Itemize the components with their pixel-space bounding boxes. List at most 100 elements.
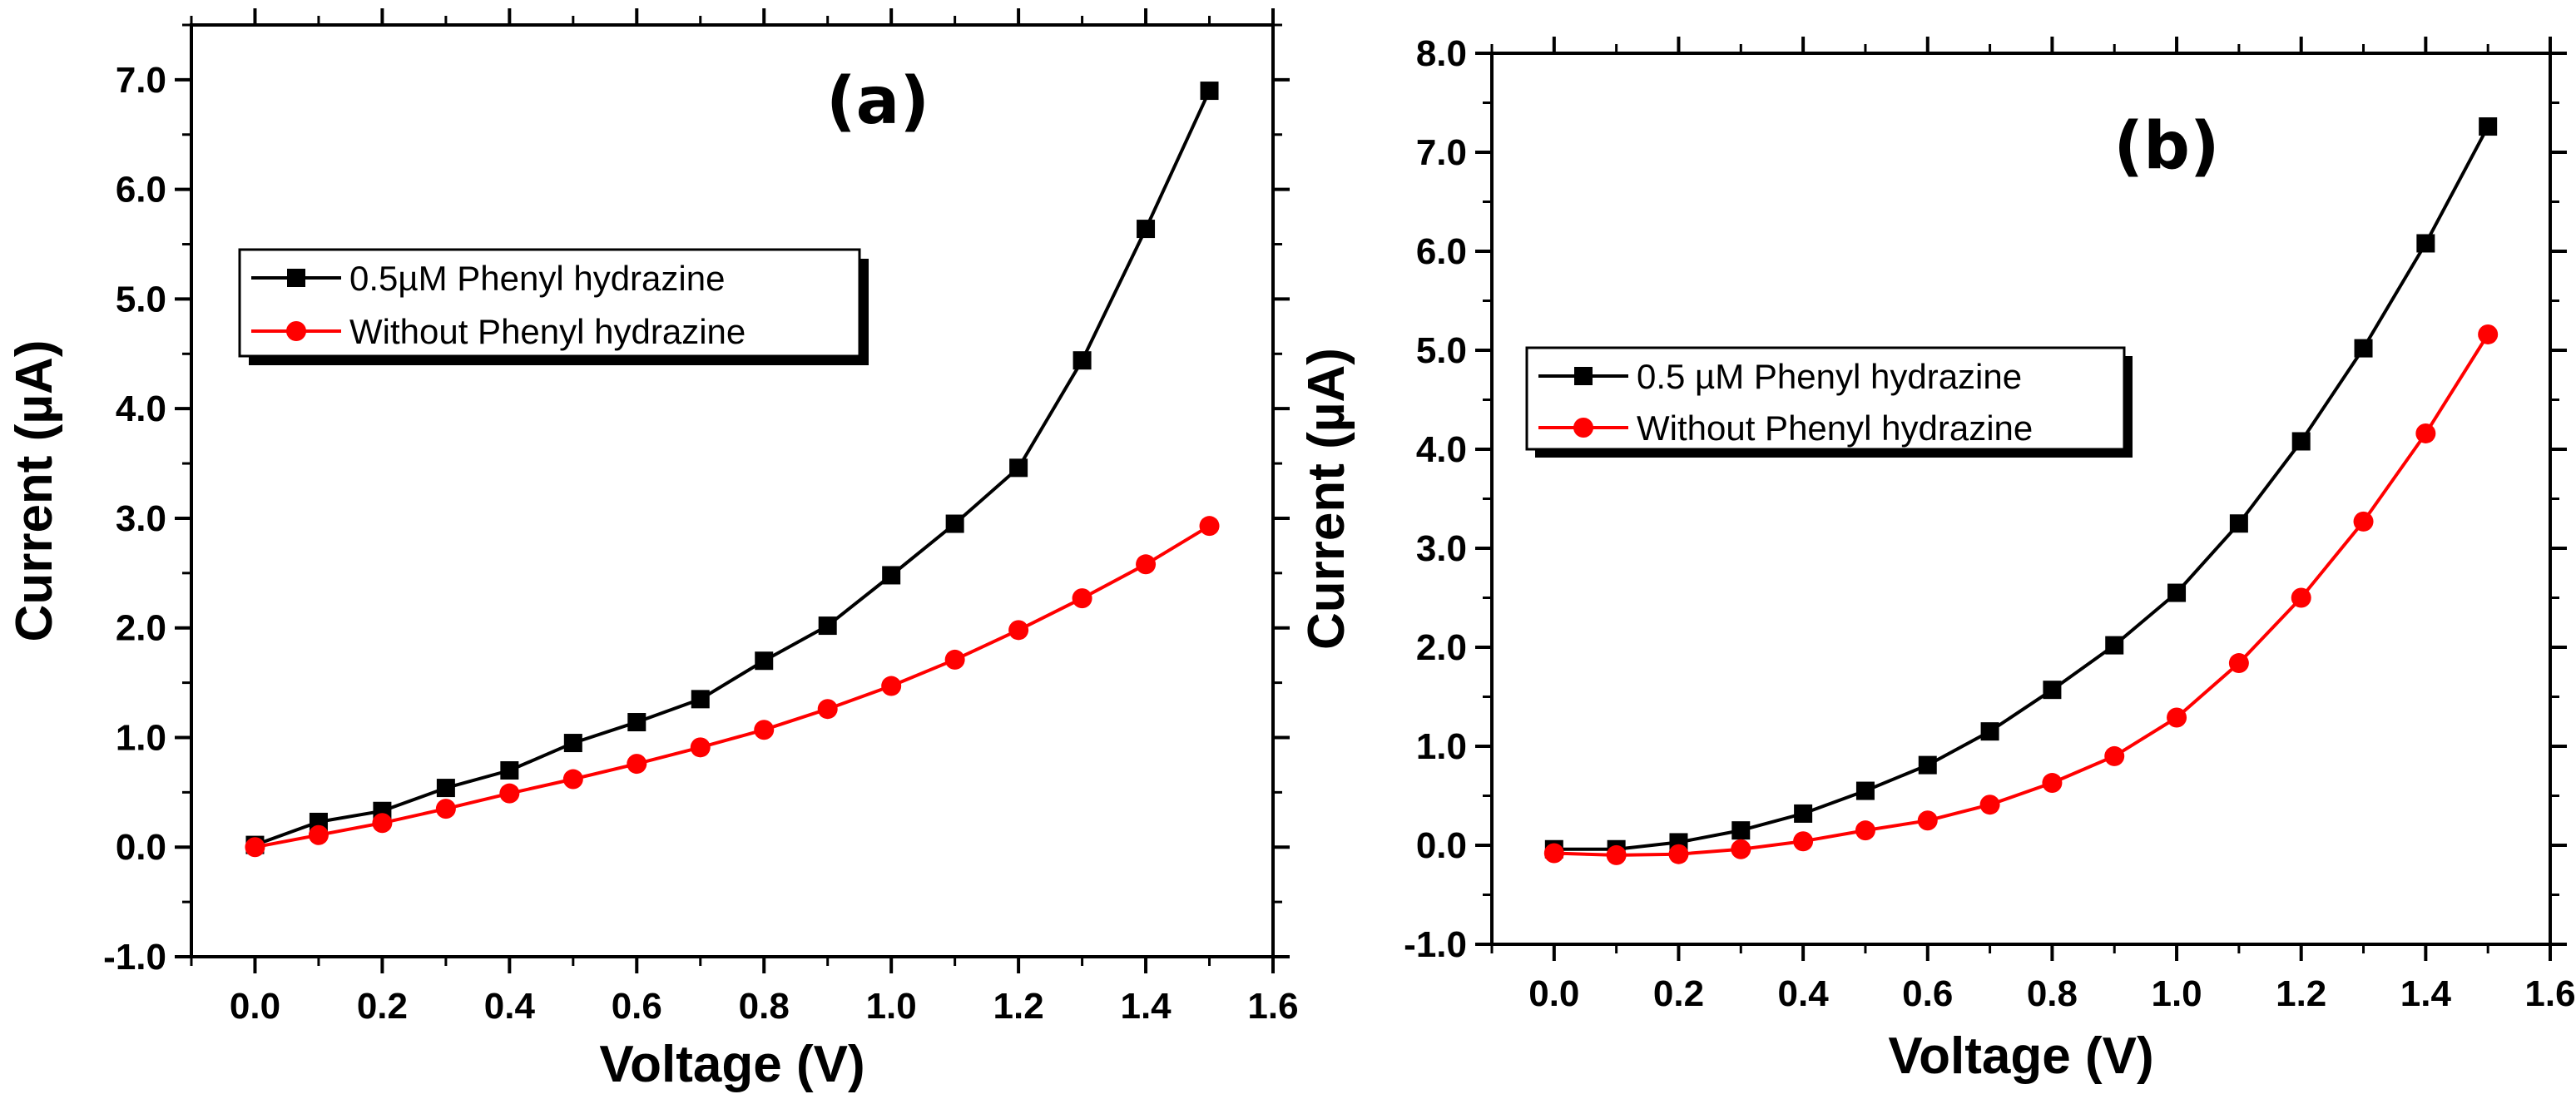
- data-point-circle: [690, 737, 711, 758]
- data-point-circle: [2291, 587, 2311, 608]
- data-point-square: [2479, 117, 2498, 136]
- data-point-circle: [2478, 324, 2499, 344]
- y-tick-label: 5.0: [1416, 330, 1467, 371]
- legend-entry-label: Without Phenyl hydrazine: [1637, 408, 2033, 448]
- chart-panel-a: 0.0 0.2 0.4 0.6 0.8 1.0 1.2 1.4 1.6 -1.0 0.0 1.0 2.0…: [6, 8, 1299, 1093]
- legend-marker-circle: [286, 321, 306, 341]
- data-point-circle: [2104, 745, 2125, 766]
- x-tick-label: 0.4: [484, 986, 536, 1027]
- data-point-square: [755, 651, 774, 671]
- y-tick-label: 7.0: [116, 60, 166, 101]
- data-point-square: [1137, 220, 1156, 239]
- data-point-square: [945, 514, 964, 533]
- x-tick-label: 0.4: [1778, 973, 1830, 1014]
- x-tick-label: 0.6: [612, 986, 662, 1027]
- x-tick-label: 1.0: [866, 986, 917, 1027]
- data-point-circle: [1855, 820, 1875, 841]
- series-line-2: [1553, 333, 2489, 857]
- y-tick-label: 4.0: [116, 389, 166, 429]
- x-tick-label: 1.0: [2151, 973, 2202, 1014]
- data-point-square: [1980, 722, 1999, 741]
- legend-entry-label: Without Phenyl hydrazine: [349, 312, 746, 351]
- data-point-circle: [1543, 843, 1564, 864]
- data-point-square: [563, 734, 582, 753]
- data-point-square: [2043, 681, 2062, 700]
- data-point-square: [1794, 804, 1813, 823]
- x-tick-label: 0.6: [1902, 973, 1953, 1014]
- y-tick-label: 8.0: [1416, 33, 1467, 74]
- data-point-circle: [435, 799, 456, 819]
- data-point-square: [882, 566, 901, 585]
- y-tick-label: 3.0: [1416, 528, 1467, 569]
- legend-box: [238, 248, 861, 358]
- data-point-circle: [2167, 707, 2187, 728]
- x-tick-label: 1.6: [2524, 973, 2575, 1014]
- data-point-circle: [881, 676, 902, 696]
- data-point-circle: [308, 824, 329, 845]
- data-point-square: [436, 779, 455, 798]
- data-point-circle: [627, 754, 647, 775]
- x-tick-label: 0.2: [1653, 973, 1704, 1014]
- plot-frame: [1490, 52, 2552, 946]
- data-point-circle: [944, 649, 965, 670]
- data-point-circle: [1668, 844, 1689, 864]
- data-point-circle: [2415, 423, 2436, 443]
- y-tick-label: 0.0: [1416, 825, 1467, 866]
- legend-marker-square: [1574, 367, 1593, 385]
- data-point-square: [818, 616, 837, 636]
- data-point-square: [1009, 458, 1028, 478]
- data-point-circle: [1606, 844, 1627, 865]
- y-tick-label: -1.0: [103, 937, 166, 978]
- data-point-square: [1073, 351, 1092, 370]
- y-tick-label: 4.0: [1416, 429, 1467, 470]
- x-tick-label: 1.4: [1120, 986, 1172, 1027]
- x-tick-label: 0.0: [1528, 973, 1579, 1014]
- data-point-circle: [2042, 773, 2063, 794]
- y-tick-label: 6.0: [1416, 231, 1467, 272]
- y-tick-label: 3.0: [116, 498, 166, 539]
- y-tick-label: 0.0: [116, 827, 166, 868]
- x-tick-label: 0.8: [2027, 973, 2078, 1014]
- x-tick-label: 0.0: [230, 986, 280, 1027]
- x-tick-label: 1.4: [2400, 973, 2452, 1014]
- y-tick-label: 2.0: [116, 608, 166, 649]
- y-tick-label: 5.0: [116, 279, 166, 319]
- data-point-circle: [2228, 653, 2249, 674]
- legend-box: [1525, 346, 2126, 451]
- data-point-square: [2167, 583, 2187, 602]
- data-point-square: [500, 761, 519, 780]
- data-point-circle: [1199, 516, 1220, 537]
- y-axis-title: Current (µA): [6, 340, 63, 642]
- legend-marker-circle: [1573, 418, 1593, 438]
- data-point-circle: [1979, 795, 2000, 815]
- y-tick-label: -1.0: [1404, 924, 1467, 965]
- data-point-square: [2229, 514, 2248, 533]
- panel-label: (a): [826, 64, 929, 139]
- data-point-circle: [372, 813, 393, 834]
- panel-label: (b): [2113, 109, 2219, 184]
- x-tick-label: 0.8: [739, 986, 790, 1027]
- data-point-circle: [754, 720, 775, 740]
- data-point-square: [691, 690, 710, 709]
- data-point-square: [1918, 755, 1937, 775]
- data-point-circle: [1731, 839, 1751, 859]
- data-point-circle: [2353, 511, 2374, 532]
- data-point-circle: [1917, 810, 1938, 831]
- y-tick-label: 1.0: [1416, 726, 1467, 767]
- y-tick-label: 6.0: [116, 170, 166, 210]
- data-point-square: [2354, 339, 2373, 358]
- data-point-circle: [1793, 831, 1814, 852]
- x-tick-label: 1.2: [2276, 973, 2326, 1014]
- data-point-circle: [1136, 554, 1157, 575]
- y-tick-label: 2.0: [1416, 627, 1467, 668]
- plot-frame: [190, 23, 1275, 958]
- data-point-square: [2416, 234, 2435, 253]
- y-axis-title: Current (µA): [1298, 348, 1355, 650]
- x-tick-label: 1.6: [1247, 986, 1298, 1027]
- legend-entry-label: 0.5 µM Phenyl hydrazine: [1637, 357, 2022, 396]
- data-point-square: [1200, 82, 1219, 101]
- legend-marker-square: [287, 269, 305, 287]
- data-point-square: [1731, 821, 1751, 840]
- series-line-1: [254, 90, 1211, 847]
- data-point-square: [2291, 432, 2311, 451]
